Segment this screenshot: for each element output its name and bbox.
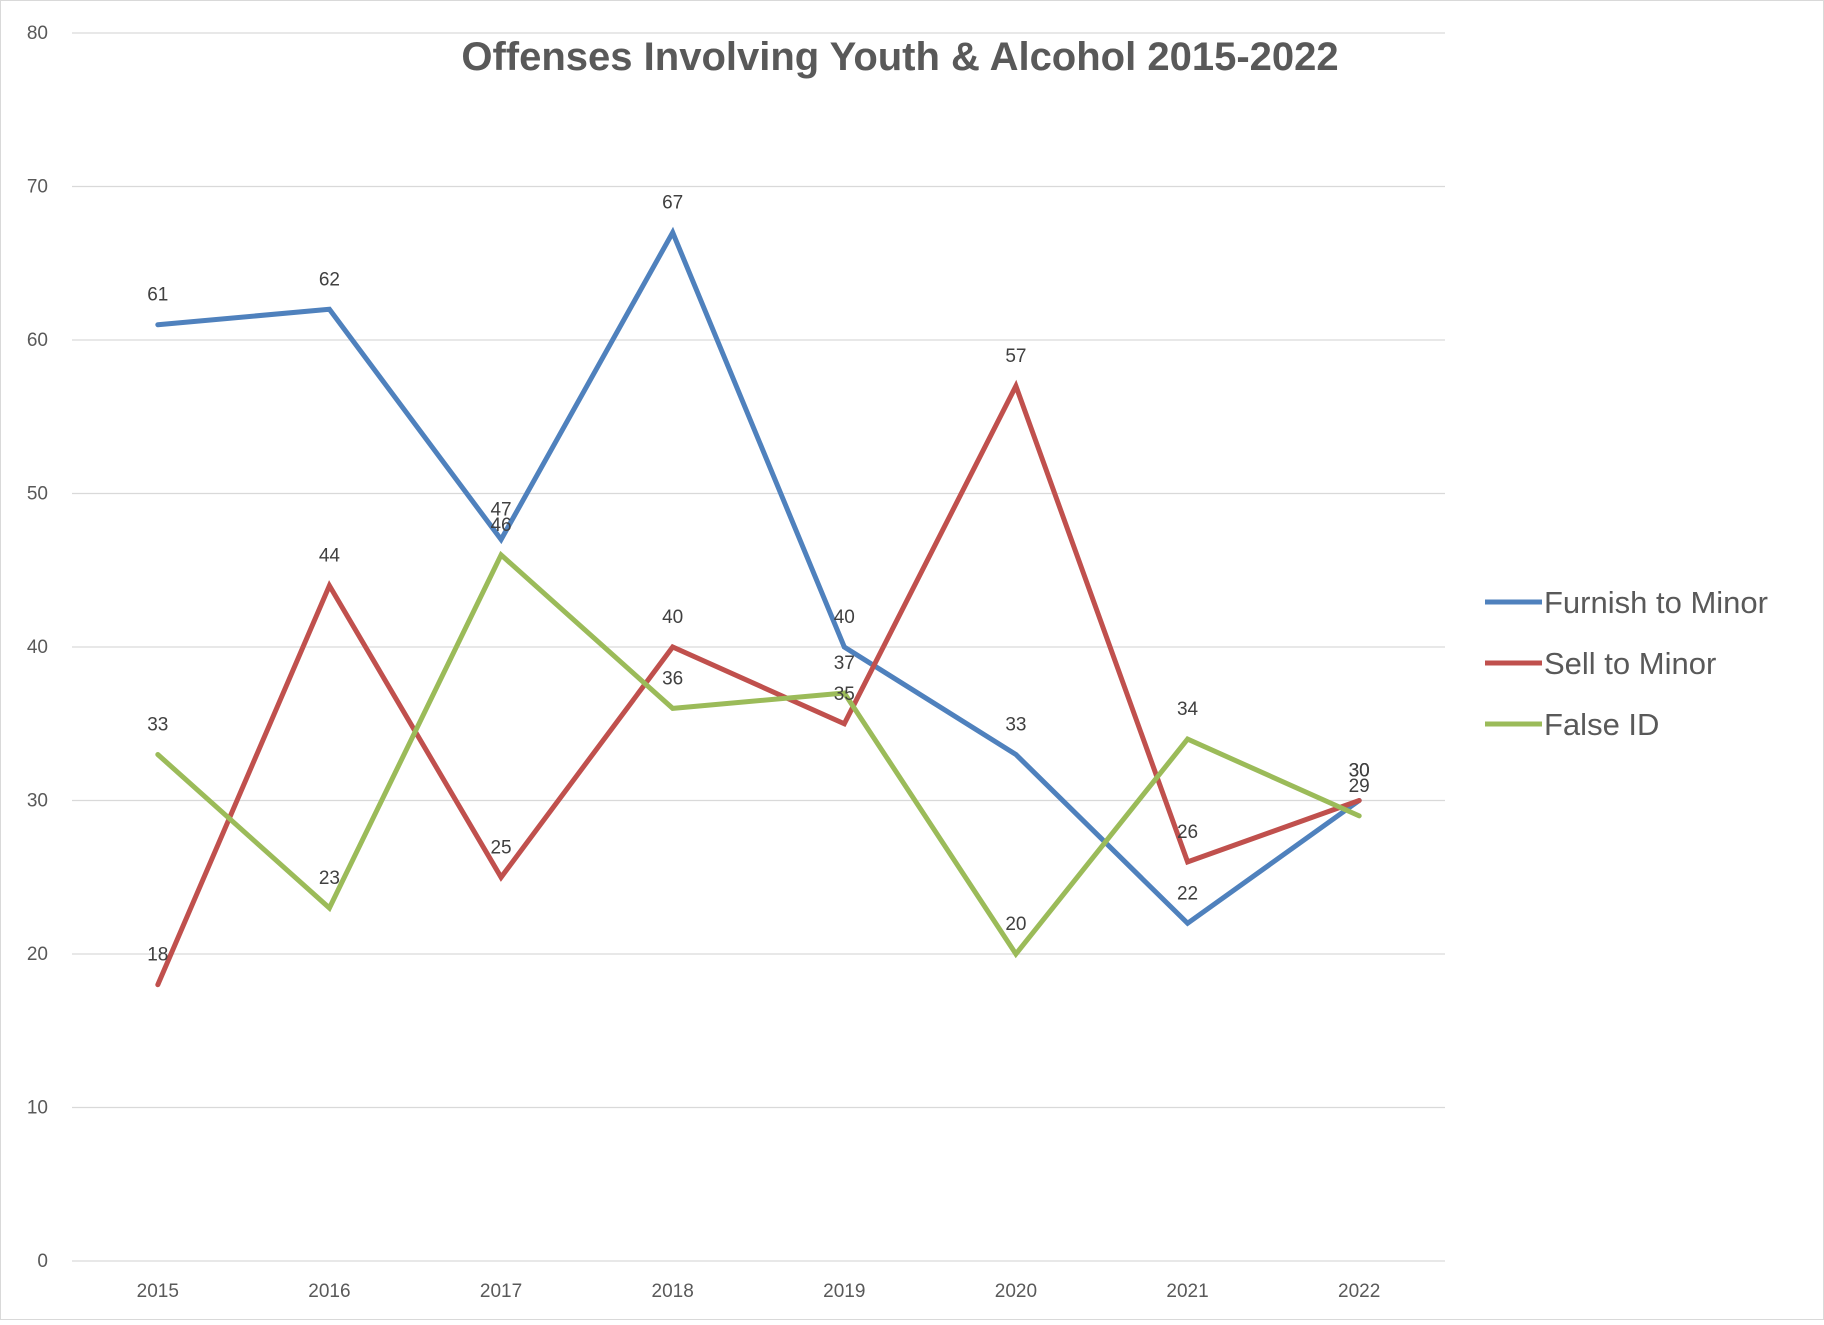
series-line xyxy=(155,550,1362,959)
x-tick-label: 2015 xyxy=(137,1281,179,1302)
legend-label: Furnish to Minor xyxy=(1544,585,1768,620)
data-label: 35 xyxy=(834,684,855,705)
y-tick-label: 50 xyxy=(27,484,48,505)
series-line xyxy=(155,226,1362,927)
y-tick-label: 0 xyxy=(37,1251,48,1272)
data-label: 20 xyxy=(1005,914,1026,935)
data-label: 29 xyxy=(1349,776,1370,797)
data-label: 47 xyxy=(490,500,511,521)
data-label: 33 xyxy=(1005,714,1026,735)
data-label: 25 xyxy=(490,837,511,858)
y-tick-label: 70 xyxy=(27,177,48,198)
x-tick-label: 2020 xyxy=(995,1281,1037,1302)
y-tick-label: 10 xyxy=(27,1098,48,1119)
legend: Furnish to Minor Sell to Minor False ID xyxy=(1485,585,1768,742)
data-label: 40 xyxy=(834,607,855,628)
data-label: 67 xyxy=(662,193,683,214)
data-label: 26 xyxy=(1177,822,1198,843)
y-axis: 0 10 20 30 40 50 60 70 80 xyxy=(27,23,48,1272)
x-tick-label: 2017 xyxy=(480,1281,522,1302)
data-label: 33 xyxy=(147,714,168,735)
data-label: 30 xyxy=(1349,761,1370,782)
data-label: 62 xyxy=(319,269,340,290)
data-label: 61 xyxy=(147,285,168,306)
data-label: 22 xyxy=(1177,883,1198,904)
data-label: 44 xyxy=(319,546,341,567)
data-label: 57 xyxy=(1005,346,1026,367)
data-label: 18 xyxy=(147,945,168,966)
y-tick-label: 20 xyxy=(27,944,48,965)
y-tick-label: 60 xyxy=(27,330,48,351)
data-label: 30 xyxy=(1349,761,1370,782)
data-label: 46 xyxy=(490,515,511,536)
x-tick-label: 2018 xyxy=(652,1281,694,1302)
y-tick-label: 30 xyxy=(27,791,48,812)
legend-label: False ID xyxy=(1544,707,1659,742)
series-line xyxy=(155,379,1362,988)
gridlines xyxy=(72,32,1445,1262)
data-label: 36 xyxy=(662,668,683,689)
x-tick-label: 2021 xyxy=(1166,1281,1208,1302)
series-lines xyxy=(155,226,1362,988)
chart-title: Offenses Involving Youth & Alcohol 2015-… xyxy=(461,35,1338,79)
x-tick-label: 2016 xyxy=(308,1281,350,1302)
x-tick-label: 2022 xyxy=(1338,1281,1380,1302)
legend-label: Sell to Minor xyxy=(1544,646,1716,681)
x-tick-label: 2019 xyxy=(823,1281,865,1302)
y-tick-label: 80 xyxy=(27,23,48,44)
data-label: 37 xyxy=(834,653,855,674)
data-label: 23 xyxy=(319,868,340,889)
data-labels: 6162476740332230184425403557263033234636… xyxy=(147,193,1370,966)
x-axis: 2015 2016 2017 2018 2019 2020 2021 2022 xyxy=(137,1281,1381,1302)
data-label: 40 xyxy=(662,607,683,628)
y-tick-label: 40 xyxy=(27,637,48,658)
data-label: 34 xyxy=(1177,699,1199,720)
